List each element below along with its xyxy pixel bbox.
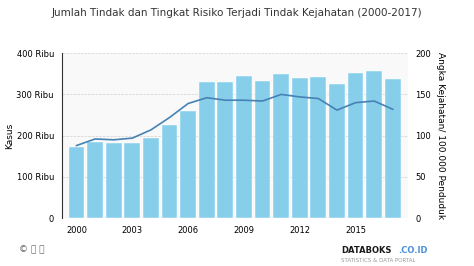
Bar xyxy=(347,73,364,218)
Y-axis label: Angka Kejahatan/ 100.000 Penduduk: Angka Kejahatan/ 100.000 Penduduk xyxy=(436,52,445,219)
Bar xyxy=(255,81,271,218)
Bar xyxy=(143,138,159,218)
Bar xyxy=(292,77,308,218)
Text: Jumlah Tindak dan Tingkat Risiko Terjadi Tindak Kejahatan (2000-2017): Jumlah Tindak dan Tingkat Risiko Terjadi… xyxy=(52,8,422,18)
Text: .CO.ID: .CO.ID xyxy=(398,246,428,255)
Bar xyxy=(218,82,233,218)
Bar xyxy=(236,76,252,218)
Bar xyxy=(310,77,326,218)
Bar xyxy=(106,143,122,218)
Bar xyxy=(87,142,103,218)
Bar xyxy=(366,71,382,218)
Text: © ⓕ ⓣ: © ⓕ ⓣ xyxy=(19,246,45,255)
Text: DATABOKS: DATABOKS xyxy=(341,246,392,255)
Bar xyxy=(273,74,289,218)
Bar xyxy=(329,84,345,218)
Bar xyxy=(69,147,84,218)
Text: STATISTICS & DATA PORTAL: STATISTICS & DATA PORTAL xyxy=(341,258,416,263)
Y-axis label: Kasus: Kasus xyxy=(5,123,14,149)
Bar xyxy=(124,143,140,218)
Bar xyxy=(180,111,196,218)
Bar xyxy=(385,79,401,218)
Bar xyxy=(199,82,215,218)
Bar xyxy=(162,125,177,218)
